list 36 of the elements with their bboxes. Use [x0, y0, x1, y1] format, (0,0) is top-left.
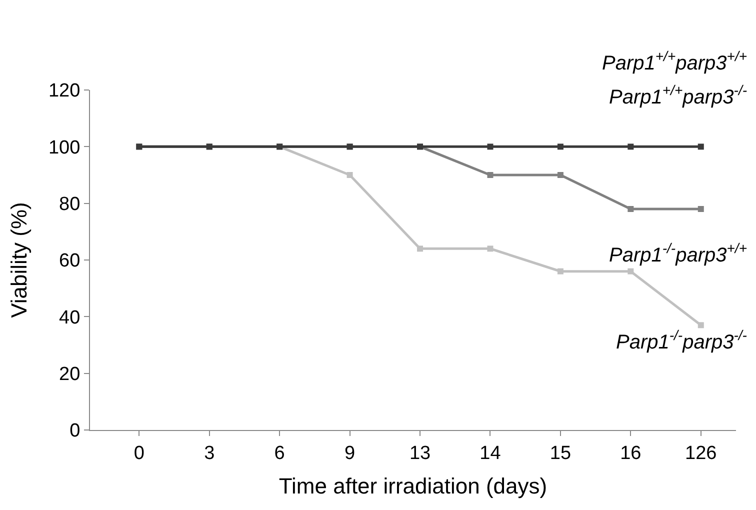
point [346, 172, 353, 178]
text: Parp1$^{+/+}$parp3$^{+/+}$ [602, 48, 748, 74]
annotation: Parp1$^{-/-}$parp3$^{-/-}$ [616, 327, 748, 354]
x-axis-title: Time after irradiation (days) [278, 474, 548, 499]
point [698, 322, 704, 328]
y-tick-label: 0 [70, 420, 80, 442]
point [487, 246, 494, 252]
x-tick-label: 16 [620, 442, 642, 464]
x-tick-label: 126 [685, 442, 717, 464]
y-tick-label: 100 [48, 137, 80, 158]
point [557, 268, 564, 274]
point [628, 268, 634, 274]
x-tick-label: 0 [134, 442, 144, 464]
x-tick-label: 13 [409, 442, 431, 464]
annotation: Parp1$^{+/+}$parp3$^{-/-}$ [609, 82, 748, 108]
y-tick-label: 80 [59, 194, 80, 215]
point [628, 144, 634, 150]
point [557, 144, 564, 150]
x-tick-label: 3 [204, 442, 215, 464]
point [557, 172, 564, 178]
annotation: Parp1$^{-/-}$parp3$^{+/+}$ [609, 240, 747, 266]
point [417, 246, 424, 252]
x-tick-label: 14 [480, 442, 502, 464]
point [628, 206, 634, 212]
x-tick-label: 15 [550, 442, 572, 464]
y-axis-title: Viability (%) [6, 202, 32, 318]
x-tick-label: 9 [344, 442, 356, 464]
y-tick-label: 40 [59, 307, 80, 328]
point [698, 144, 704, 150]
y-tick-label: 60 [59, 250, 80, 272]
point [487, 144, 494, 150]
point [698, 206, 704, 212]
x-tick-label: 6 [274, 442, 285, 464]
y-tick-label: 20 [59, 364, 80, 385]
point [487, 172, 494, 178]
y-tick-label: 120 [48, 80, 80, 102]
